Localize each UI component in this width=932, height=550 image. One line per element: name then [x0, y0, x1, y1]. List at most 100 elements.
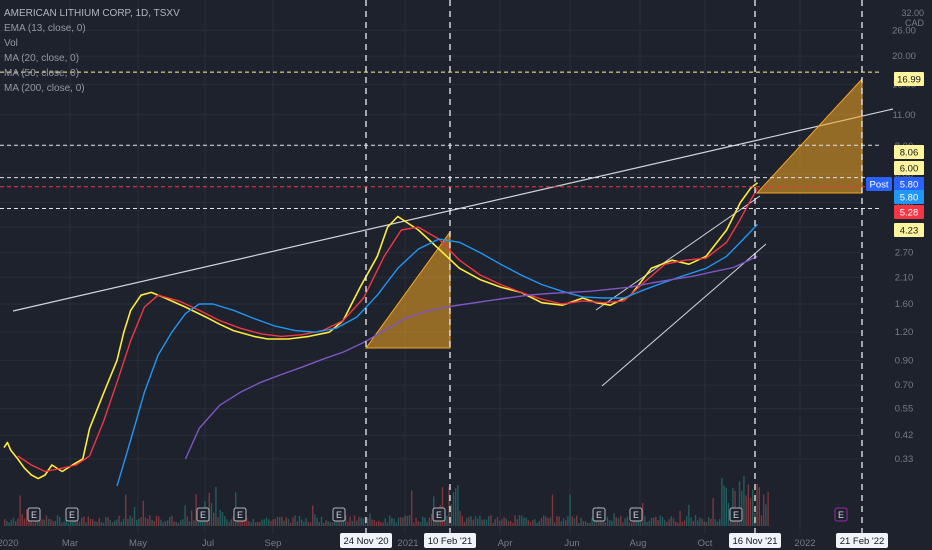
series-line-2[interactable] [116, 223, 759, 487]
earnings-marker-box [332, 507, 346, 522]
trend-line-long[interactable] [12, 108, 894, 312]
volume-bar [52, 521, 54, 526]
volume-bar [745, 495, 747, 526]
earnings-marker[interactable]: E [592, 507, 606, 522]
volume-bar [600, 518, 602, 526]
price-label-tag-bg [866, 177, 892, 191]
volume-bar [316, 517, 318, 526]
channel-line-lower[interactable] [601, 243, 767, 387]
volume-bar [188, 521, 191, 526]
volume-bar [232, 516, 235, 526]
y-tick-label: 0.42 [895, 430, 914, 441]
volume-bar [221, 512, 224, 526]
volume-bar [635, 521, 637, 526]
series-line-3[interactable] [184, 255, 758, 460]
earnings-marker-box [196, 507, 210, 522]
price-label-value: 16.99 [897, 75, 921, 86]
volume-bar [461, 516, 463, 526]
legend-ma-50[interactable]: MA (50, close, 0) [4, 68, 80, 79]
volume-bar [56, 515, 59, 526]
volume-bar [226, 519, 228, 526]
earnings-marker[interactable]: E [432, 507, 446, 522]
volume-bar [270, 521, 272, 526]
volume-bar [230, 519, 232, 526]
volume-bar [314, 514, 316, 526]
volume-bar [92, 519, 94, 526]
vertical-date-lines [365, 0, 863, 534]
volume-bar [626, 516, 628, 526]
earnings-marker[interactable]: E [629, 507, 643, 522]
legend-ma-20[interactable]: MA (20, close, 0) [4, 53, 80, 64]
volume-bar [549, 517, 551, 526]
volume-bar [507, 521, 510, 526]
volume-bar [408, 515, 411, 526]
earnings-marker[interactable]: E [332, 507, 346, 522]
volume-bar [567, 516, 569, 526]
price-label-bg [894, 190, 924, 204]
volume-bar [650, 518, 653, 526]
volume-bar [699, 517, 701, 526]
earnings-marker-box [65, 507, 79, 522]
x-tick-label: Jun [564, 538, 579, 549]
volume-bar [415, 517, 417, 526]
volume-bar [193, 520, 195, 526]
volume-bar [595, 518, 598, 526]
volume-bar [644, 516, 646, 526]
volume-bar [587, 522, 589, 526]
volume-bar [516, 519, 518, 526]
volume-bar [463, 521, 466, 526]
series-line-0[interactable] [3, 182, 758, 480]
volume-bar [349, 516, 351, 526]
volume-bar [692, 521, 694, 526]
volume-bar [686, 516, 688, 526]
indicator-lines [3, 182, 759, 487]
volume-bar [584, 521, 587, 526]
volume-bar [120, 522, 122, 526]
price-label-bg [894, 223, 924, 237]
earnings-marker[interactable]: E [233, 507, 247, 522]
volume-bar [252, 518, 254, 526]
earnings-marker[interactable]: E [65, 507, 79, 522]
volume-bar [8, 522, 10, 526]
legend-ma-200[interactable]: MA (200, close, 0) [4, 83, 85, 94]
legend-volume[interactable]: Vol [4, 38, 18, 49]
series-line-1[interactable] [17, 187, 759, 473]
volume-bar [743, 475, 745, 526]
legend-ema[interactable]: EMA (13, close, 0) [4, 23, 86, 34]
volume-bar [589, 522, 591, 526]
volume-bar [116, 519, 118, 526]
volume-bar [347, 521, 349, 526]
volume-bar [241, 518, 243, 526]
volume-bar [657, 519, 659, 526]
volume-bar [39, 517, 41, 526]
date-label-bg [424, 533, 476, 548]
earnings-marker[interactable]: E [27, 507, 41, 522]
date-label: 10 Feb '21 [424, 533, 476, 548]
volume-bar [331, 522, 334, 526]
channel-line-upper[interactable] [595, 195, 761, 311]
earnings-marker[interactable]: E [196, 507, 210, 522]
volume-bar [169, 517, 171, 526]
volume-bar [158, 516, 160, 526]
volume-bar [10, 519, 12, 526]
volume-bar [672, 518, 675, 526]
volume-bar [529, 522, 532, 526]
symbol-title[interactable]: AMERICAN LITHIUM CORP, 1D, TSXV [4, 8, 180, 19]
volume-bar [206, 517, 208, 526]
volume-bar [129, 515, 131, 526]
volume-bar [450, 504, 452, 526]
volume-bar [457, 485, 459, 526]
volume-bar [26, 509, 28, 526]
earnings-marker[interactable]: E [729, 507, 743, 522]
volume-bar [138, 519, 140, 526]
volume-bar [611, 520, 613, 526]
y-tick-label: 20.00 [892, 51, 916, 62]
volume-bar [518, 515, 521, 526]
volume-bar [593, 520, 595, 526]
earnings-marker[interactable]: E [834, 507, 848, 522]
volume-bar [78, 521, 81, 526]
volume-bar [259, 522, 261, 526]
